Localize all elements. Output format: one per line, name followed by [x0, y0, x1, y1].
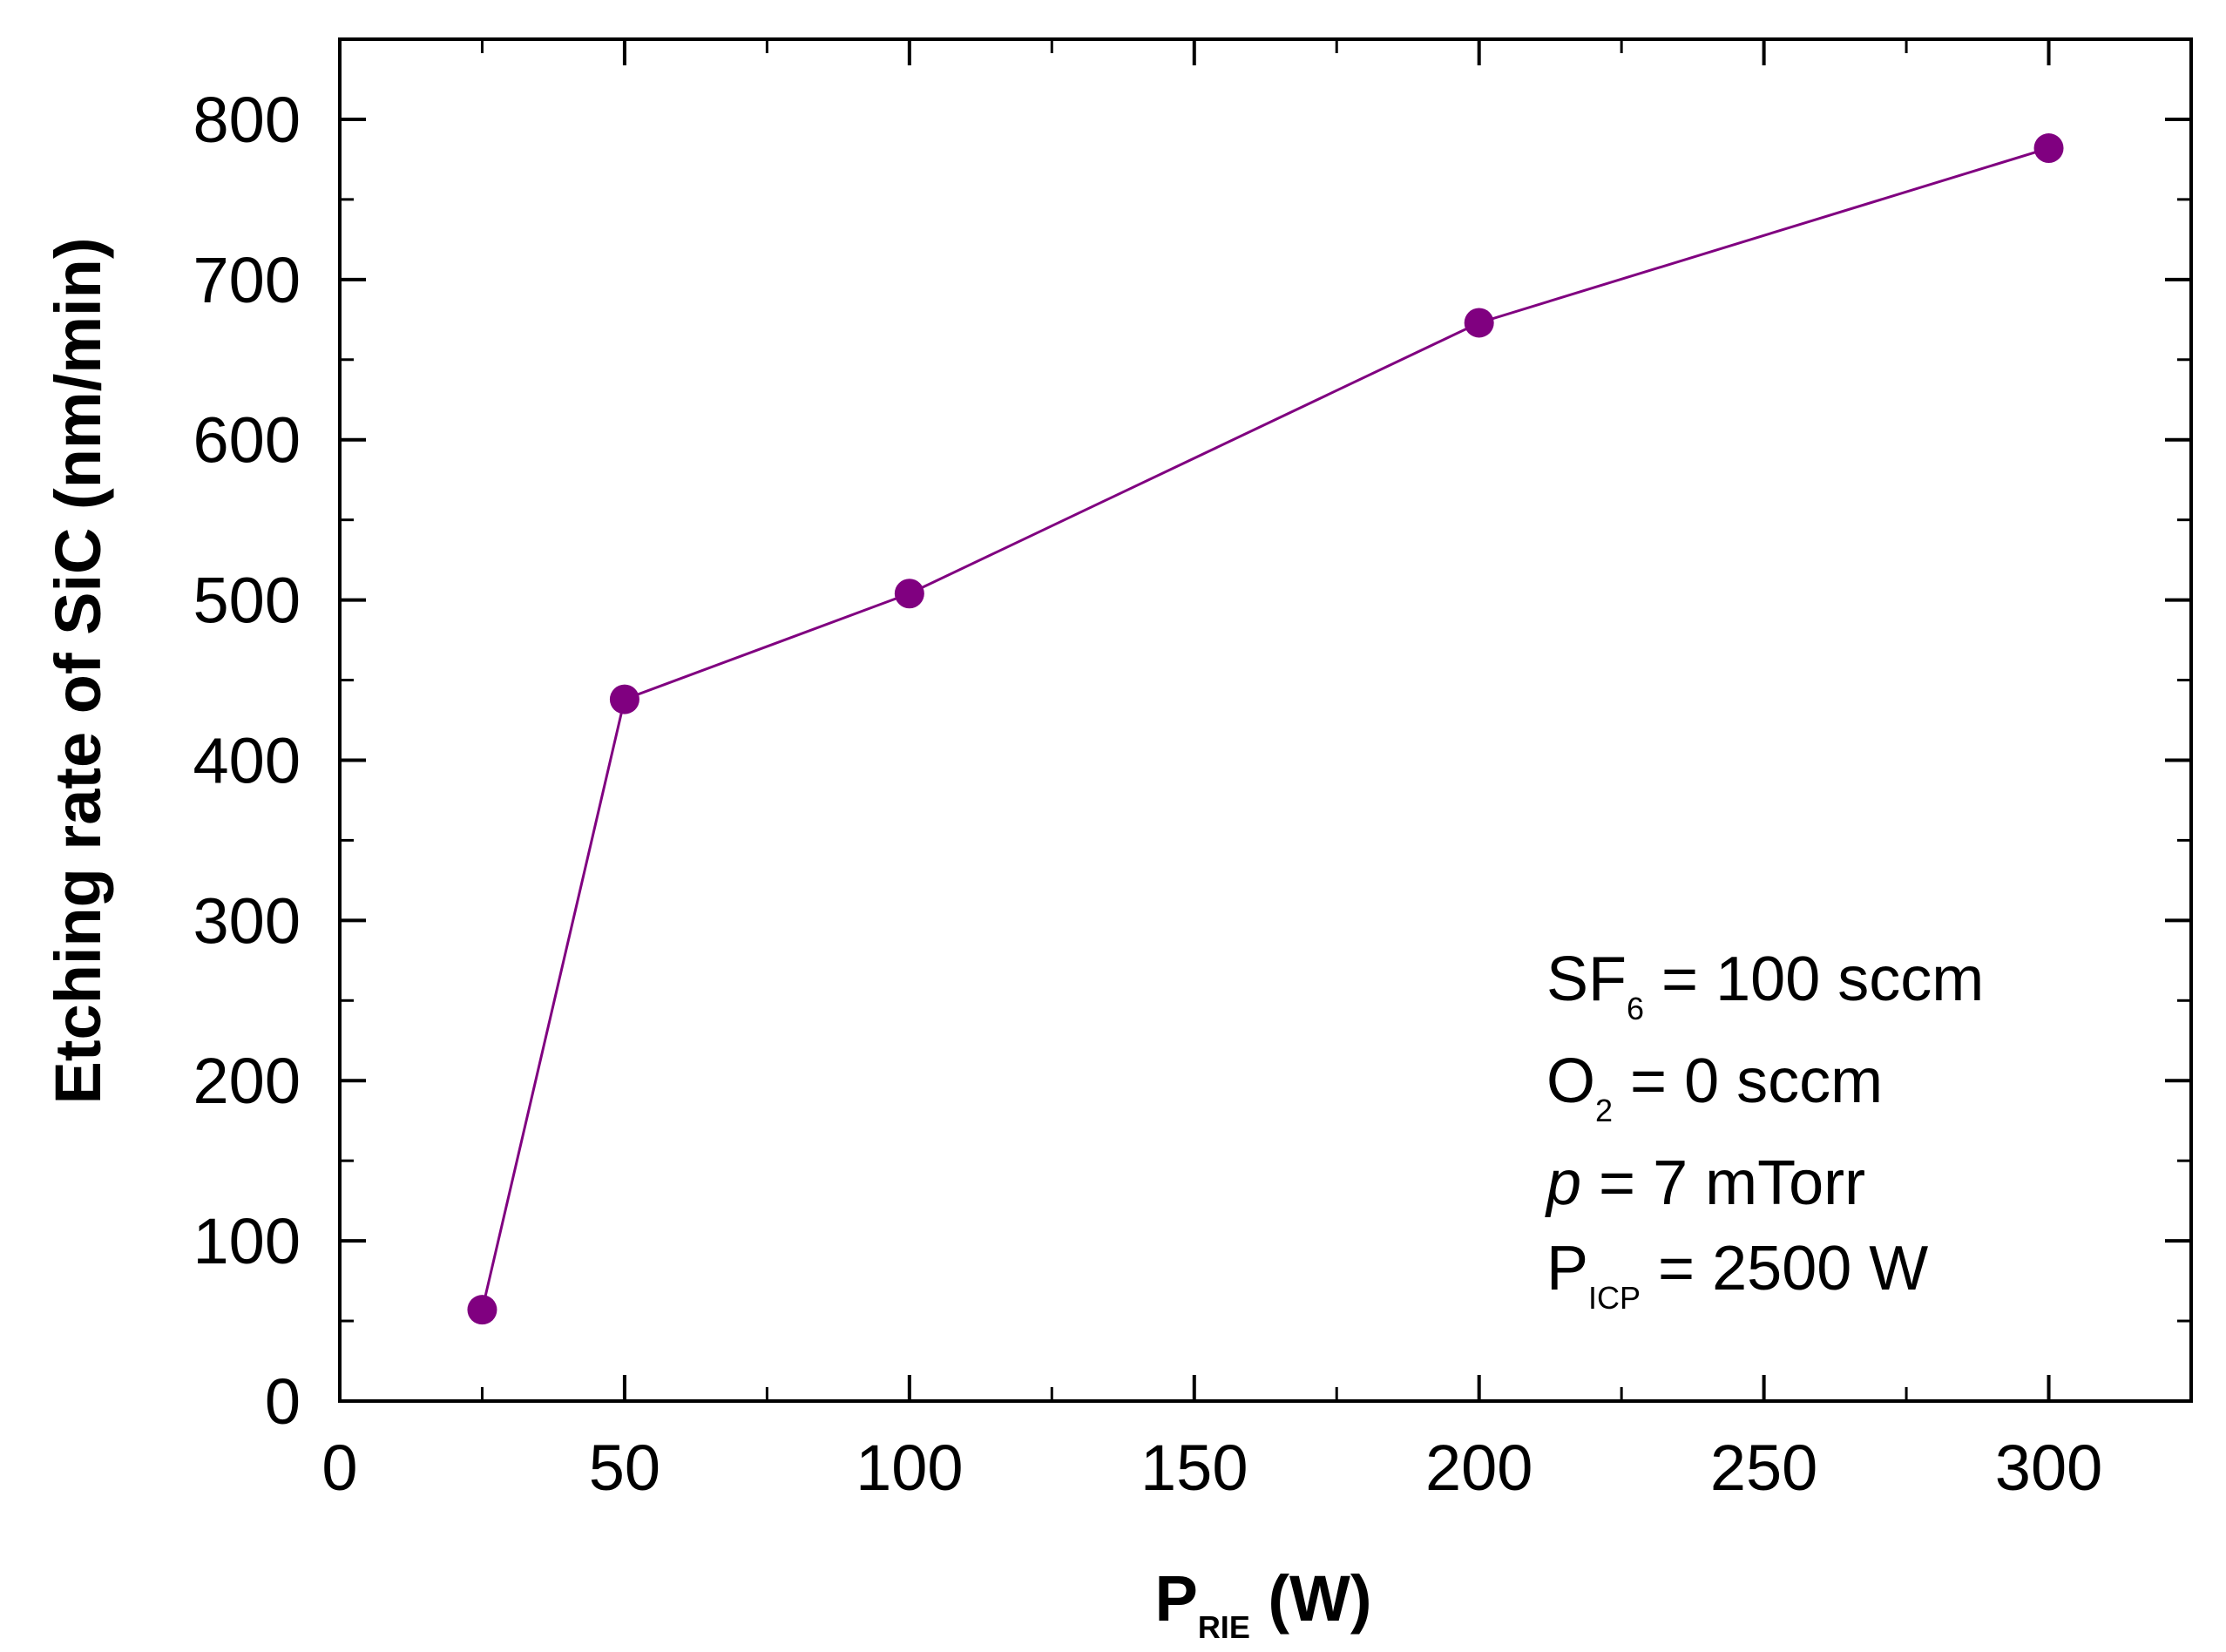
y-tick-label: 400	[193, 724, 301, 796]
annotation-o2: O2 = 0 sccm	[1546, 1046, 1883, 1128]
plot-frame	[338, 37, 2193, 1403]
annotation-sf6-sub: 6	[1627, 991, 1644, 1026]
annotation-pressure-rest: = 7 mTorr	[1581, 1148, 1865, 1218]
series-layer	[467, 133, 2064, 1325]
data-point	[609, 684, 639, 714]
annotation-pressure: p = 7 mTorr	[1545, 1148, 1865, 1218]
x-tick-label: 200	[1425, 1432, 1532, 1504]
annotation-o2-sub: 2	[1595, 1093, 1613, 1128]
annotation-sf6-rest: = 100 sccm	[1644, 944, 1984, 1014]
y-tick-label: 800	[193, 84, 301, 156]
x-tick-label: 300	[1995, 1432, 2102, 1504]
x-axis-title-sub: RIE	[1198, 1609, 1250, 1645]
annotation-icp-sub: ICP	[1588, 1280, 1641, 1316]
y-tick-label: 200	[193, 1045, 301, 1117]
x-tick-labels: 0 50 100 150 200 250 300	[321, 1432, 2102, 1504]
y-tick-label: 500	[193, 565, 301, 637]
x-tick-label: 50	[589, 1432, 660, 1504]
annotation-sf6-main: SF	[1546, 944, 1627, 1014]
data-point	[2033, 133, 2064, 164]
y-tick-labels: 0 100 200 300 400 500 600 700 800	[193, 84, 301, 1438]
data-point	[1464, 308, 1494, 338]
x-axis-title: PRIE (W)	[1154, 1562, 1371, 1645]
data-point	[894, 579, 924, 609]
annotation-icp-rest: = 2500 W	[1641, 1234, 1928, 1303]
y-tick-label: 300	[193, 884, 301, 957]
annotation-pressure-main: p	[1545, 1148, 1581, 1218]
condition-annotations: SF6 = 100 sccm O2 = 0 sccm p = 7 mTorr P…	[1545, 944, 1984, 1316]
x-axis-title-main: P	[1154, 1562, 1197, 1635]
annotation-o2-rest: = 0 sccm	[1613, 1046, 1883, 1116]
y-tick-label: 700	[193, 244, 301, 316]
y-tick-label: 100	[193, 1205, 301, 1277]
y-axis-title: Etching rate of SiC (nm/min)	[42, 238, 114, 1105]
y-tick-label: 600	[193, 404, 301, 477]
x-tick-label: 0	[321, 1432, 357, 1504]
annotation-sf6: SF6 = 100 sccm	[1546, 944, 1984, 1026]
x-axis-title-rest: (W)	[1250, 1562, 1372, 1635]
x-tick-label: 100	[856, 1432, 963, 1504]
annotation-icp-main: P	[1546, 1234, 1588, 1303]
x-tick-label: 150	[1140, 1432, 1248, 1504]
x-tick-label: 250	[1710, 1432, 1817, 1504]
annotation-icp: PICP = 2500 W	[1546, 1234, 1928, 1316]
data-point	[467, 1295, 497, 1325]
annotation-o2-main: O	[1546, 1046, 1595, 1116]
y-tick-label: 0	[265, 1365, 301, 1438]
